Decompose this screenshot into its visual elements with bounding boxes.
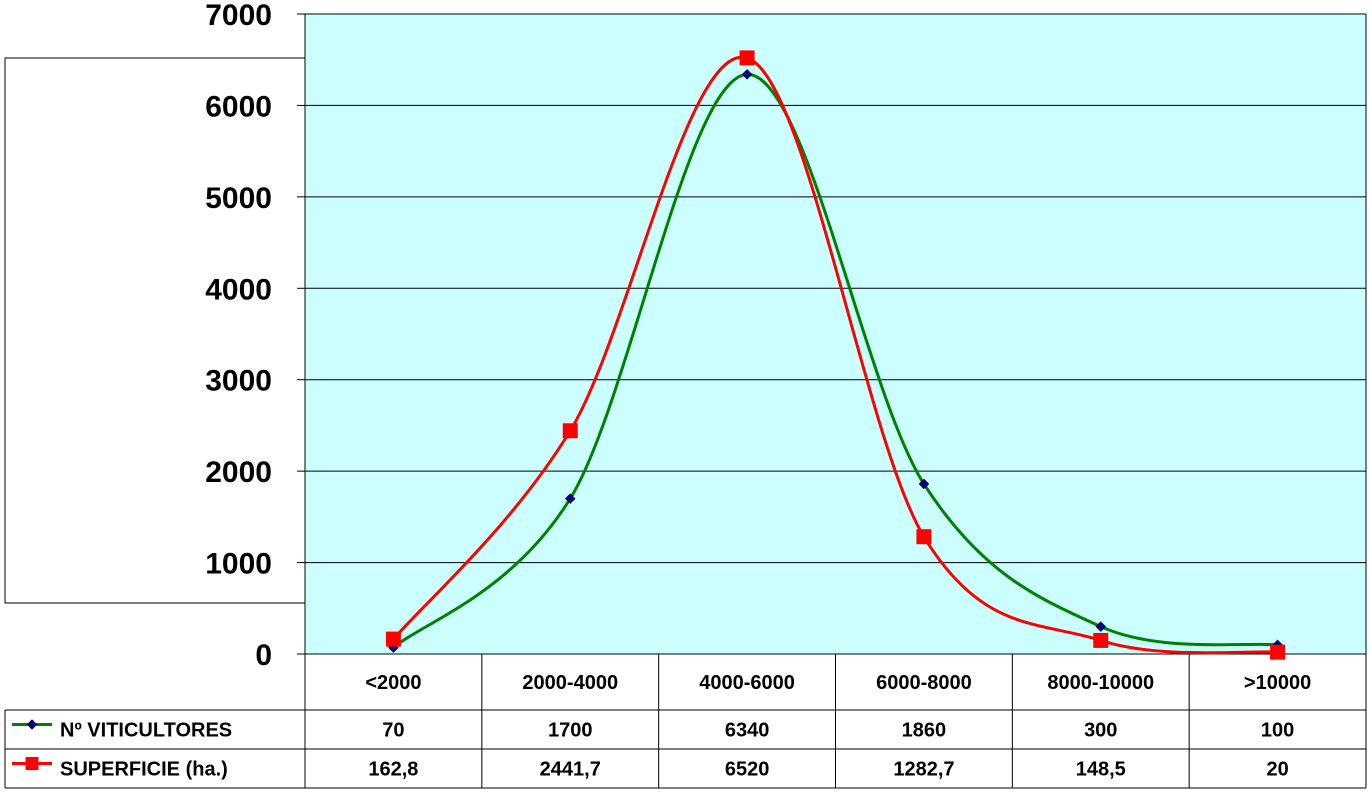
data-label: 20 <box>1266 759 1288 781</box>
data-label: 100 <box>1261 720 1294 742</box>
legend-key-marker <box>26 719 38 730</box>
data-label: 6520 <box>725 759 770 781</box>
data-point <box>918 478 930 490</box>
x-tick-label: 2000-4000 <box>522 672 618 694</box>
data-point <box>1270 644 1286 660</box>
data-point <box>1095 621 1107 632</box>
y-tick-label: 4000 <box>205 273 272 306</box>
y-tick-label: 6000 <box>205 90 272 123</box>
y-tick-label: 3000 <box>205 365 272 398</box>
y-tick-label: 5000 <box>205 182 272 215</box>
data-label: 162,8 <box>368 759 418 781</box>
legend-label: Nº VITICULTORES <box>60 720 232 742</box>
data-table: <2000 2000-4000 4000-6000 6000-8000 8000-100… <box>4 654 1367 789</box>
x-tick-label: 6000-8000 <box>876 672 972 694</box>
y-tick-label: 2000 <box>205 456 272 489</box>
x-tick-label: 8000-10000 <box>1047 672 1154 694</box>
data-point <box>1093 632 1109 648</box>
x-tick-label: <2000 <box>365 672 421 694</box>
plot-area: 0 1000 2000 3000 4000 5000 6000 7000 <box>205 0 1367 672</box>
x-tick-label: 4000-6000 <box>699 672 795 694</box>
y-tick-label: 1000 <box>205 548 272 581</box>
data-label: 300 <box>1084 720 1117 742</box>
data-label: 70 <box>382 720 404 742</box>
y-tick-label: 0 <box>255 639 272 672</box>
data-label: 148,5 <box>1076 759 1126 781</box>
plot-background <box>305 14 1366 654</box>
data-point <box>916 529 932 545</box>
data-point <box>385 631 401 647</box>
data-label: 6340 <box>725 720 770 742</box>
data-point <box>562 423 578 439</box>
y-tick-label: 7000 <box>205 0 272 32</box>
data-label: 2441,7 <box>540 759 601 781</box>
data-label: 1860 <box>902 720 947 742</box>
legend-label: SUPERFICIE (ha.) <box>60 759 228 781</box>
data-point <box>741 68 753 80</box>
data-label: 1282,7 <box>893 759 954 781</box>
legend-key-marker <box>25 757 39 770</box>
data-point <box>564 493 576 504</box>
data-point <box>739 50 755 66</box>
data-label: 1700 <box>548 720 593 742</box>
x-tick-label: >10000 <box>1244 672 1311 694</box>
